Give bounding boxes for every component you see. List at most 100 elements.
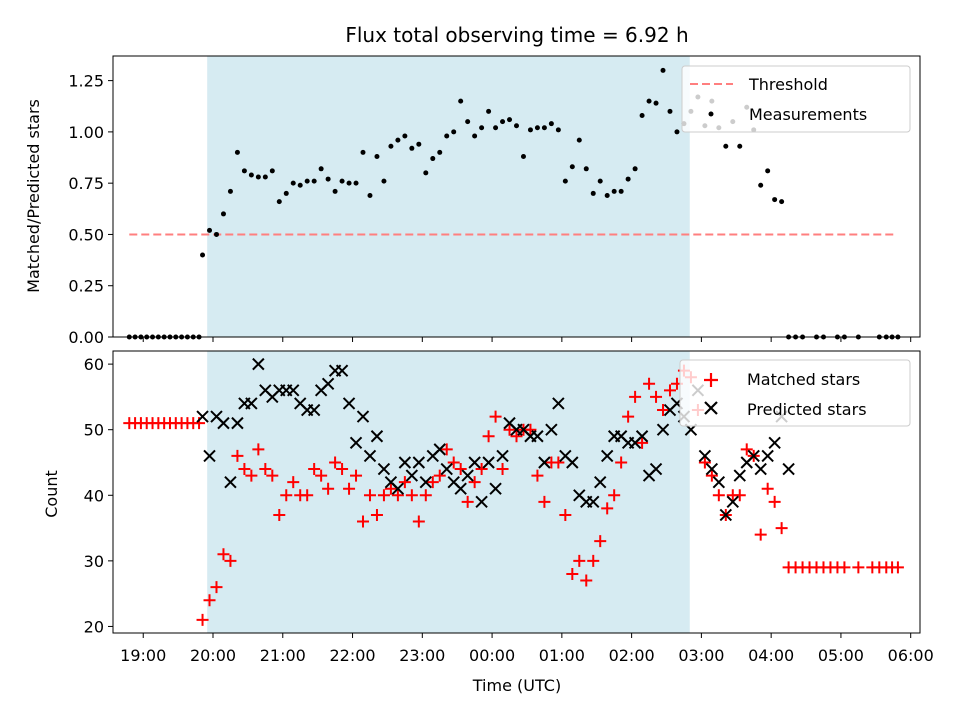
measurement-point (653, 100, 659, 106)
top-x-ticks (142, 337, 912, 342)
measurement-point (674, 129, 680, 135)
matched-stars-point (775, 522, 788, 535)
predicted-stars-point (649, 462, 663, 476)
matched-stars-point (461, 495, 474, 508)
measurement-point (520, 154, 526, 160)
measurement-point (311, 178, 317, 184)
measurement-point (618, 188, 624, 194)
measurement-point (493, 125, 499, 131)
matched-stars-point (252, 443, 265, 456)
predicted-stars-point (224, 475, 237, 489)
measurement-point (290, 180, 296, 186)
matched-stars-point (336, 463, 349, 476)
matched-stars-point (573, 554, 586, 567)
matched-stars-point (503, 423, 516, 436)
x-tick-label: 06:00 (888, 646, 934, 665)
measurement-point (381, 178, 387, 184)
matched-stars-point (712, 489, 725, 502)
x-tick-label: 02:00 (609, 646, 655, 665)
measurement-point (200, 252, 206, 258)
measurement-point (604, 192, 610, 198)
x-tick-label: 21:00 (260, 646, 306, 665)
threshold-legend-label: Threshold (748, 75, 828, 94)
measurement-point (590, 190, 596, 196)
predicted-stars-point (747, 449, 760, 463)
matched-stars-point (357, 515, 370, 528)
predicted-stars-point (454, 482, 467, 495)
measurement-point (541, 125, 547, 131)
measurement-point (534, 125, 540, 131)
predicted-stars-point (252, 357, 265, 371)
matched-stars-point (224, 554, 237, 567)
measurement-point (220, 211, 226, 217)
bottom-panel: 20 30 40 50 60 19:00 20:00 21:00 22:00 23:00 00:0… (42, 350, 934, 695)
measurement-point (569, 164, 575, 170)
measurement-point (234, 149, 240, 155)
predicted-stars-point (405, 469, 419, 482)
matched-stars-point (245, 469, 258, 482)
measurement-point (451, 129, 457, 135)
measurement-point (423, 170, 429, 176)
matched-stars-point (615, 456, 628, 469)
measurement-point (625, 176, 631, 182)
bottom-legend: Matched stars Predicted stars (679, 359, 911, 427)
measurement-point (611, 188, 617, 194)
bottom-y-tick-label: 60 (84, 355, 104, 374)
top-y-ticks: 0.00 0.25 0.50 0.75 1.00 1.25 (68, 72, 113, 347)
predicted-stars-point (217, 416, 230, 430)
matched-stars-point (531, 469, 544, 482)
measurement-point (772, 197, 778, 203)
measurements-legend-label: Measurements (749, 105, 867, 124)
matched-stars-point (280, 489, 293, 502)
matched-stars-point (363, 489, 376, 502)
matched-stars-point (838, 561, 851, 574)
measurement-point (374, 154, 380, 160)
matched-stars-point (650, 390, 663, 403)
measurement-point (479, 125, 485, 131)
predicted-stars-point (321, 377, 335, 390)
measurement-point (737, 143, 743, 149)
predicted-stars-point (594, 475, 607, 489)
measurement-point (632, 166, 638, 172)
predicted-stars-point (349, 436, 363, 450)
matched-stars-point (643, 377, 656, 390)
matched-stars-point (440, 443, 453, 456)
measurement-point (241, 168, 247, 174)
predicted-stars-point (335, 364, 349, 377)
top-legend: Threshold Measurements (681, 65, 911, 133)
predicted-stars-point (726, 495, 739, 509)
measurement-point (465, 119, 471, 125)
matched-stars-point (412, 515, 425, 528)
predicted-stars-point (342, 397, 356, 410)
top-y-axis-label: Matched/Predicted stars (24, 99, 43, 293)
bottom-y-tick-label: 30 (84, 552, 104, 571)
measurement-point (723, 143, 729, 149)
measurement-point (360, 149, 366, 155)
predicted-stars-point (705, 462, 719, 476)
matched-stars-point (705, 469, 718, 482)
matched-stars-point (559, 508, 572, 521)
measurement-point (437, 149, 443, 155)
predicted-stars-point (552, 397, 565, 410)
measurement-point (353, 180, 359, 186)
measurement-point (500, 119, 506, 125)
predicted-stars-point (377, 462, 391, 476)
predicted-stars-point (587, 495, 600, 509)
predicted-stars-point (719, 508, 733, 522)
measurement-point (227, 188, 233, 194)
x-tick-label: 19:00 (120, 646, 166, 665)
top-legend-box (681, 65, 911, 133)
x-tick-label: 05:00 (818, 646, 864, 665)
measurement-point (527, 127, 533, 133)
matched-stars-point (891, 561, 904, 574)
measurement-point (283, 190, 289, 196)
matched-stars-point (217, 548, 230, 561)
matched-stars-point (698, 456, 711, 469)
top-panel: 0.00 0.25 0.50 0.75 1.00 1.25 Flux total obse… (24, 23, 921, 347)
matched-stars-legend-label: Matched stars (747, 370, 860, 389)
measurement-point (583, 166, 589, 172)
predicted-stars-legend-swatch (704, 401, 718, 415)
matched-stars-point (566, 567, 579, 580)
matched-stars-point (636, 436, 649, 449)
measurement-point (646, 98, 652, 104)
